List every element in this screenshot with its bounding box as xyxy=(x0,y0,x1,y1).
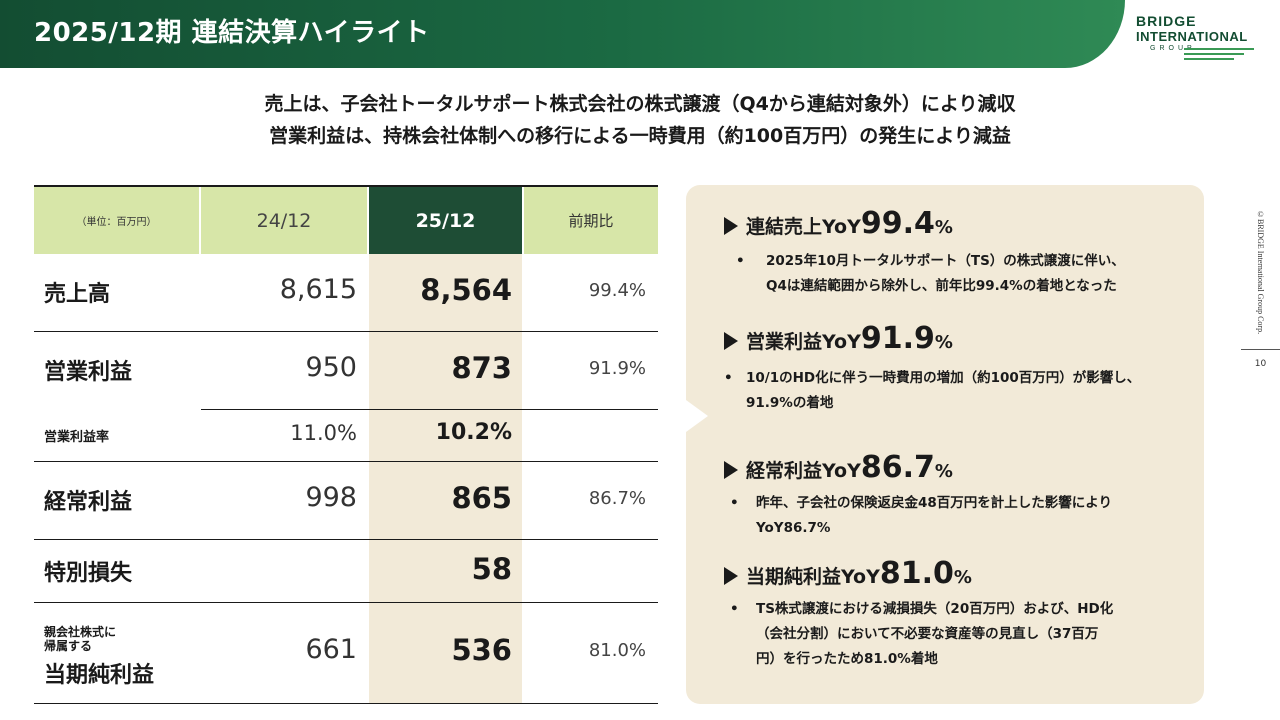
value-curr: 536 xyxy=(451,633,512,667)
current-period-highlight xyxy=(369,185,522,703)
value-prev: 8,615 xyxy=(279,274,357,305)
page-number: 10 xyxy=(1254,359,1267,369)
logo-line2: INTERNATIONAL xyxy=(1136,29,1248,44)
value-prev: 950 xyxy=(305,352,357,383)
unit-label: （単位：百万円） xyxy=(34,187,199,254)
body-line: （会社分割）において不必要な資産等の見直し（37百万 xyxy=(756,626,1099,642)
row-label-prefix: 親会社株式に 帰属する xyxy=(44,625,164,653)
value-prev: 661 xyxy=(305,634,357,665)
row-label: 売上高 xyxy=(44,282,111,307)
commentary-body: • 2025年10月トータルサポート（TS）の株式譲渡に伴い、 Q4は連結範囲か… xyxy=(724,249,1194,299)
commentary-body: • 昨年、子会社の保険返戻金48百万円を計上した影響により YoY86.7% xyxy=(724,491,1194,541)
table-row-operating-margin: 営業利益率 11.0% 10.2% xyxy=(34,410,658,462)
bullet-dot: • xyxy=(730,601,739,617)
value-curr: 10.2% xyxy=(435,420,512,445)
triangle-bullet-icon xyxy=(724,217,738,235)
heading-value: 81.0 xyxy=(879,556,954,591)
divider xyxy=(201,409,658,410)
triangle-bullet-icon xyxy=(724,332,738,350)
body-line: YoY86.7% xyxy=(756,520,831,536)
value-curr: 8,564 xyxy=(420,273,512,307)
value-ratio: 86.7% xyxy=(588,488,646,509)
copyright-text: ©BRIDGE International Group Corp. xyxy=(1256,210,1265,335)
row-label: 特別損失 xyxy=(44,561,133,586)
headline-line2: 営業利益は、持株会社体制への移行による一時費用（約100百万円）の発生により減益 xyxy=(269,125,1011,147)
commentary-panel xyxy=(686,185,1204,704)
commentary-body: • TS株式譲渡における減損損失（20百万円）および、HD化 （会社分割）におい… xyxy=(724,597,1194,672)
row-label: 営業利益 xyxy=(44,360,133,385)
company-logo: BRIDGE INTERNATIONAL GROUP xyxy=(1136,14,1261,68)
bullet-dot: • xyxy=(736,253,745,269)
table-header-row: （単位：百万円） 24/12 25/12 前期比 xyxy=(34,185,658,254)
commentary-sales: 連結売上YoY99.4% • 2025年10月トータルサポート（TS）の株式譲渡… xyxy=(724,206,1194,299)
body-line: 10/1のHD化に伴う一時費用の増加（約100百万円）が影響し、 xyxy=(746,370,1141,386)
table-row-extraordinary-loss: 特別損失 58 xyxy=(34,540,658,603)
bullet-dot: • xyxy=(730,495,739,511)
body-line: 2025年10月トータルサポート（TS）の株式譲渡に伴い、 xyxy=(766,253,1125,269)
table-row-sales: 売上高 8,615 8,564 99.4% xyxy=(34,254,658,332)
value-ratio: 91.9% xyxy=(588,358,646,379)
value-ratio: 81.0% xyxy=(588,640,646,661)
table-row-operating-income: 営業利益 950 873 91.9% xyxy=(34,332,658,409)
heading-text: 連結売上YoY xyxy=(746,216,861,238)
commentary-heading: 経常利益YoY86.7% xyxy=(724,450,1194,485)
headline-line1: 売上は、子会社トータルサポート株式会社の株式譲渡（Q4から連結対象外）により減収 xyxy=(264,93,1016,115)
heading-value: 99.4 xyxy=(860,206,935,241)
body-line: Q4は連結範囲から除外し、前年比99.4%の着地となった xyxy=(766,278,1117,294)
commentary-operating-income: 営業利益YoY91.9% • 10/1のHD化に伴う一時費用の増加（約100百万… xyxy=(724,321,1194,416)
heading-unit: % xyxy=(953,567,972,588)
commentary-net-income: 当期純利益YoY81.0% • TS株式譲渡における減損損失（20百万円）および… xyxy=(724,556,1194,672)
triangle-bullet-icon xyxy=(724,461,738,479)
callout-pointer xyxy=(686,400,708,432)
value-prev: 998 xyxy=(305,482,357,513)
triangle-bullet-icon xyxy=(724,567,738,585)
heading-text: 経常利益YoY xyxy=(746,460,861,482)
title-band xyxy=(0,0,1125,68)
bullet-dot: • xyxy=(724,370,733,386)
commentary-ordinary-income: 経常利益YoY86.7% • 昨年、子会社の保険返戻金48百万円を計上した影響に… xyxy=(724,450,1194,541)
commentary-heading: 連結売上YoY99.4% xyxy=(724,206,1194,241)
table-row-ordinary-income: 経常利益 998 865 86.7% xyxy=(34,462,658,540)
col-header-ratio: 前期比 xyxy=(524,187,658,254)
value-ratio: 99.4% xyxy=(588,280,646,301)
heading-unit: % xyxy=(934,461,953,482)
heading-unit: % xyxy=(934,217,953,238)
commentary-heading: 当期純利益YoY81.0% xyxy=(724,556,1194,591)
headline: 売上は、子会社トータルサポート株式会社の株式譲渡（Q4から連結対象外）により減収… xyxy=(150,88,1130,152)
heading-text: 当期純利益YoY xyxy=(746,566,880,588)
body-line: 91.9%の着地 xyxy=(746,395,834,411)
heading-value: 91.9 xyxy=(860,321,935,356)
logo-line1: BRIDGE xyxy=(1136,13,1197,29)
row-label: 営業利益率 xyxy=(44,430,110,445)
value-curr: 865 xyxy=(451,481,512,515)
col-header-curr: 25/12 xyxy=(369,187,522,254)
page-number-rule xyxy=(1241,349,1280,350)
body-line: 円）を行ったため81.0%着地 xyxy=(756,651,938,667)
logo-stripes-icon xyxy=(1184,48,1254,63)
table-row-net-income: 親会社株式に 帰属する 当期純利益 661 536 81.0% xyxy=(34,603,658,704)
commentary-body: • 10/1のHD化に伴う一時費用の増加（約100百万円）が影響し、 91.9%… xyxy=(724,366,1194,416)
value-curr: 873 xyxy=(451,351,512,385)
row-label: 経常利益 xyxy=(44,490,133,515)
heading-unit: % xyxy=(934,332,953,353)
row-label: 当期純利益 xyxy=(44,663,155,688)
value-curr: 58 xyxy=(471,552,512,586)
value-prev: 11.0% xyxy=(290,421,357,445)
commentary-heading: 営業利益YoY91.9% xyxy=(724,321,1194,356)
header: 2025/12期 連結決算ハイライト BRIDGE INTERNATIONAL … xyxy=(0,0,1280,68)
heading-text: 営業利益YoY xyxy=(746,331,861,353)
page-title: 2025/12期 連結決算ハイライト xyxy=(34,18,430,48)
row-label-prefix-1: 親会社株式に xyxy=(44,625,117,639)
heading-value: 86.7 xyxy=(860,450,935,485)
logo-line3: GROUP xyxy=(1150,45,1196,52)
row-label-prefix-2: 帰属する xyxy=(44,639,93,653)
body-line: 昨年、子会社の保険返戻金48百万円を計上した影響により xyxy=(756,495,1113,511)
body-line: TS株式譲渡における減損損失（20百万円）および、HD化 xyxy=(756,601,1114,617)
col-header-prev: 24/12 xyxy=(201,187,367,254)
